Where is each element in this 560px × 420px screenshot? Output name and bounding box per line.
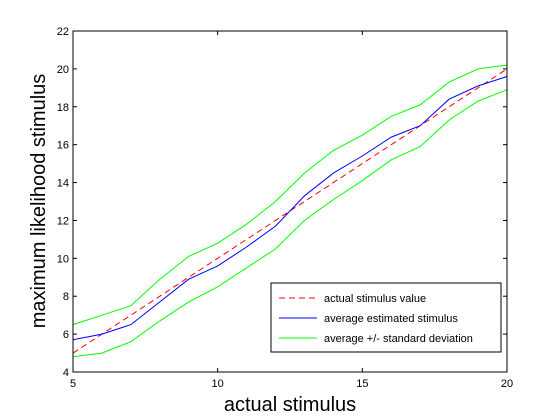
y-tick-label-1: 6 [63, 329, 69, 341]
y-tick-label-9: 22 [57, 26, 69, 38]
series-line-1 [72, 76, 508, 341]
x-tick-label-1: 10 [212, 378, 224, 390]
y-tick-label-7: 18 [57, 102, 69, 114]
series-line-3 [72, 89, 508, 358]
y-tick-label-2: 8 [63, 291, 69, 303]
series-layer [72, 64, 508, 358]
x-tick-label-3: 20 [501, 378, 513, 390]
series-line-2 [72, 64, 508, 326]
legend-label-0: actual stimulus value [324, 293, 426, 305]
y-tick-label-5: 14 [57, 178, 69, 190]
y-tick-label-4: 12 [57, 215, 69, 227]
series-line-0 [72, 68, 508, 354]
y-tick-label-0: 4 [63, 367, 69, 379]
x-axis-label: actual stimulus [224, 394, 356, 416]
y-tick-label-8: 20 [57, 64, 69, 76]
legend-label-1: average estimated stimulus [324, 313, 458, 325]
tick-layer: 5 10 15 20 4 6 8 10 12 14 16 18 20 22 [57, 26, 513, 390]
x-tick-label-2: 15 [356, 378, 368, 390]
axes-box [72, 30, 508, 373]
y-tick-label-3: 10 [57, 253, 69, 265]
y-axis-label: maximum likelihood stimulus [28, 74, 50, 329]
y-tick-label-6: 16 [57, 140, 69, 152]
legend-label-2: average +/- standard deviation [324, 333, 473, 345]
x-tick-label-0: 5 [70, 378, 76, 390]
legend: actual stimulus value average estimated s… [270, 282, 502, 353]
